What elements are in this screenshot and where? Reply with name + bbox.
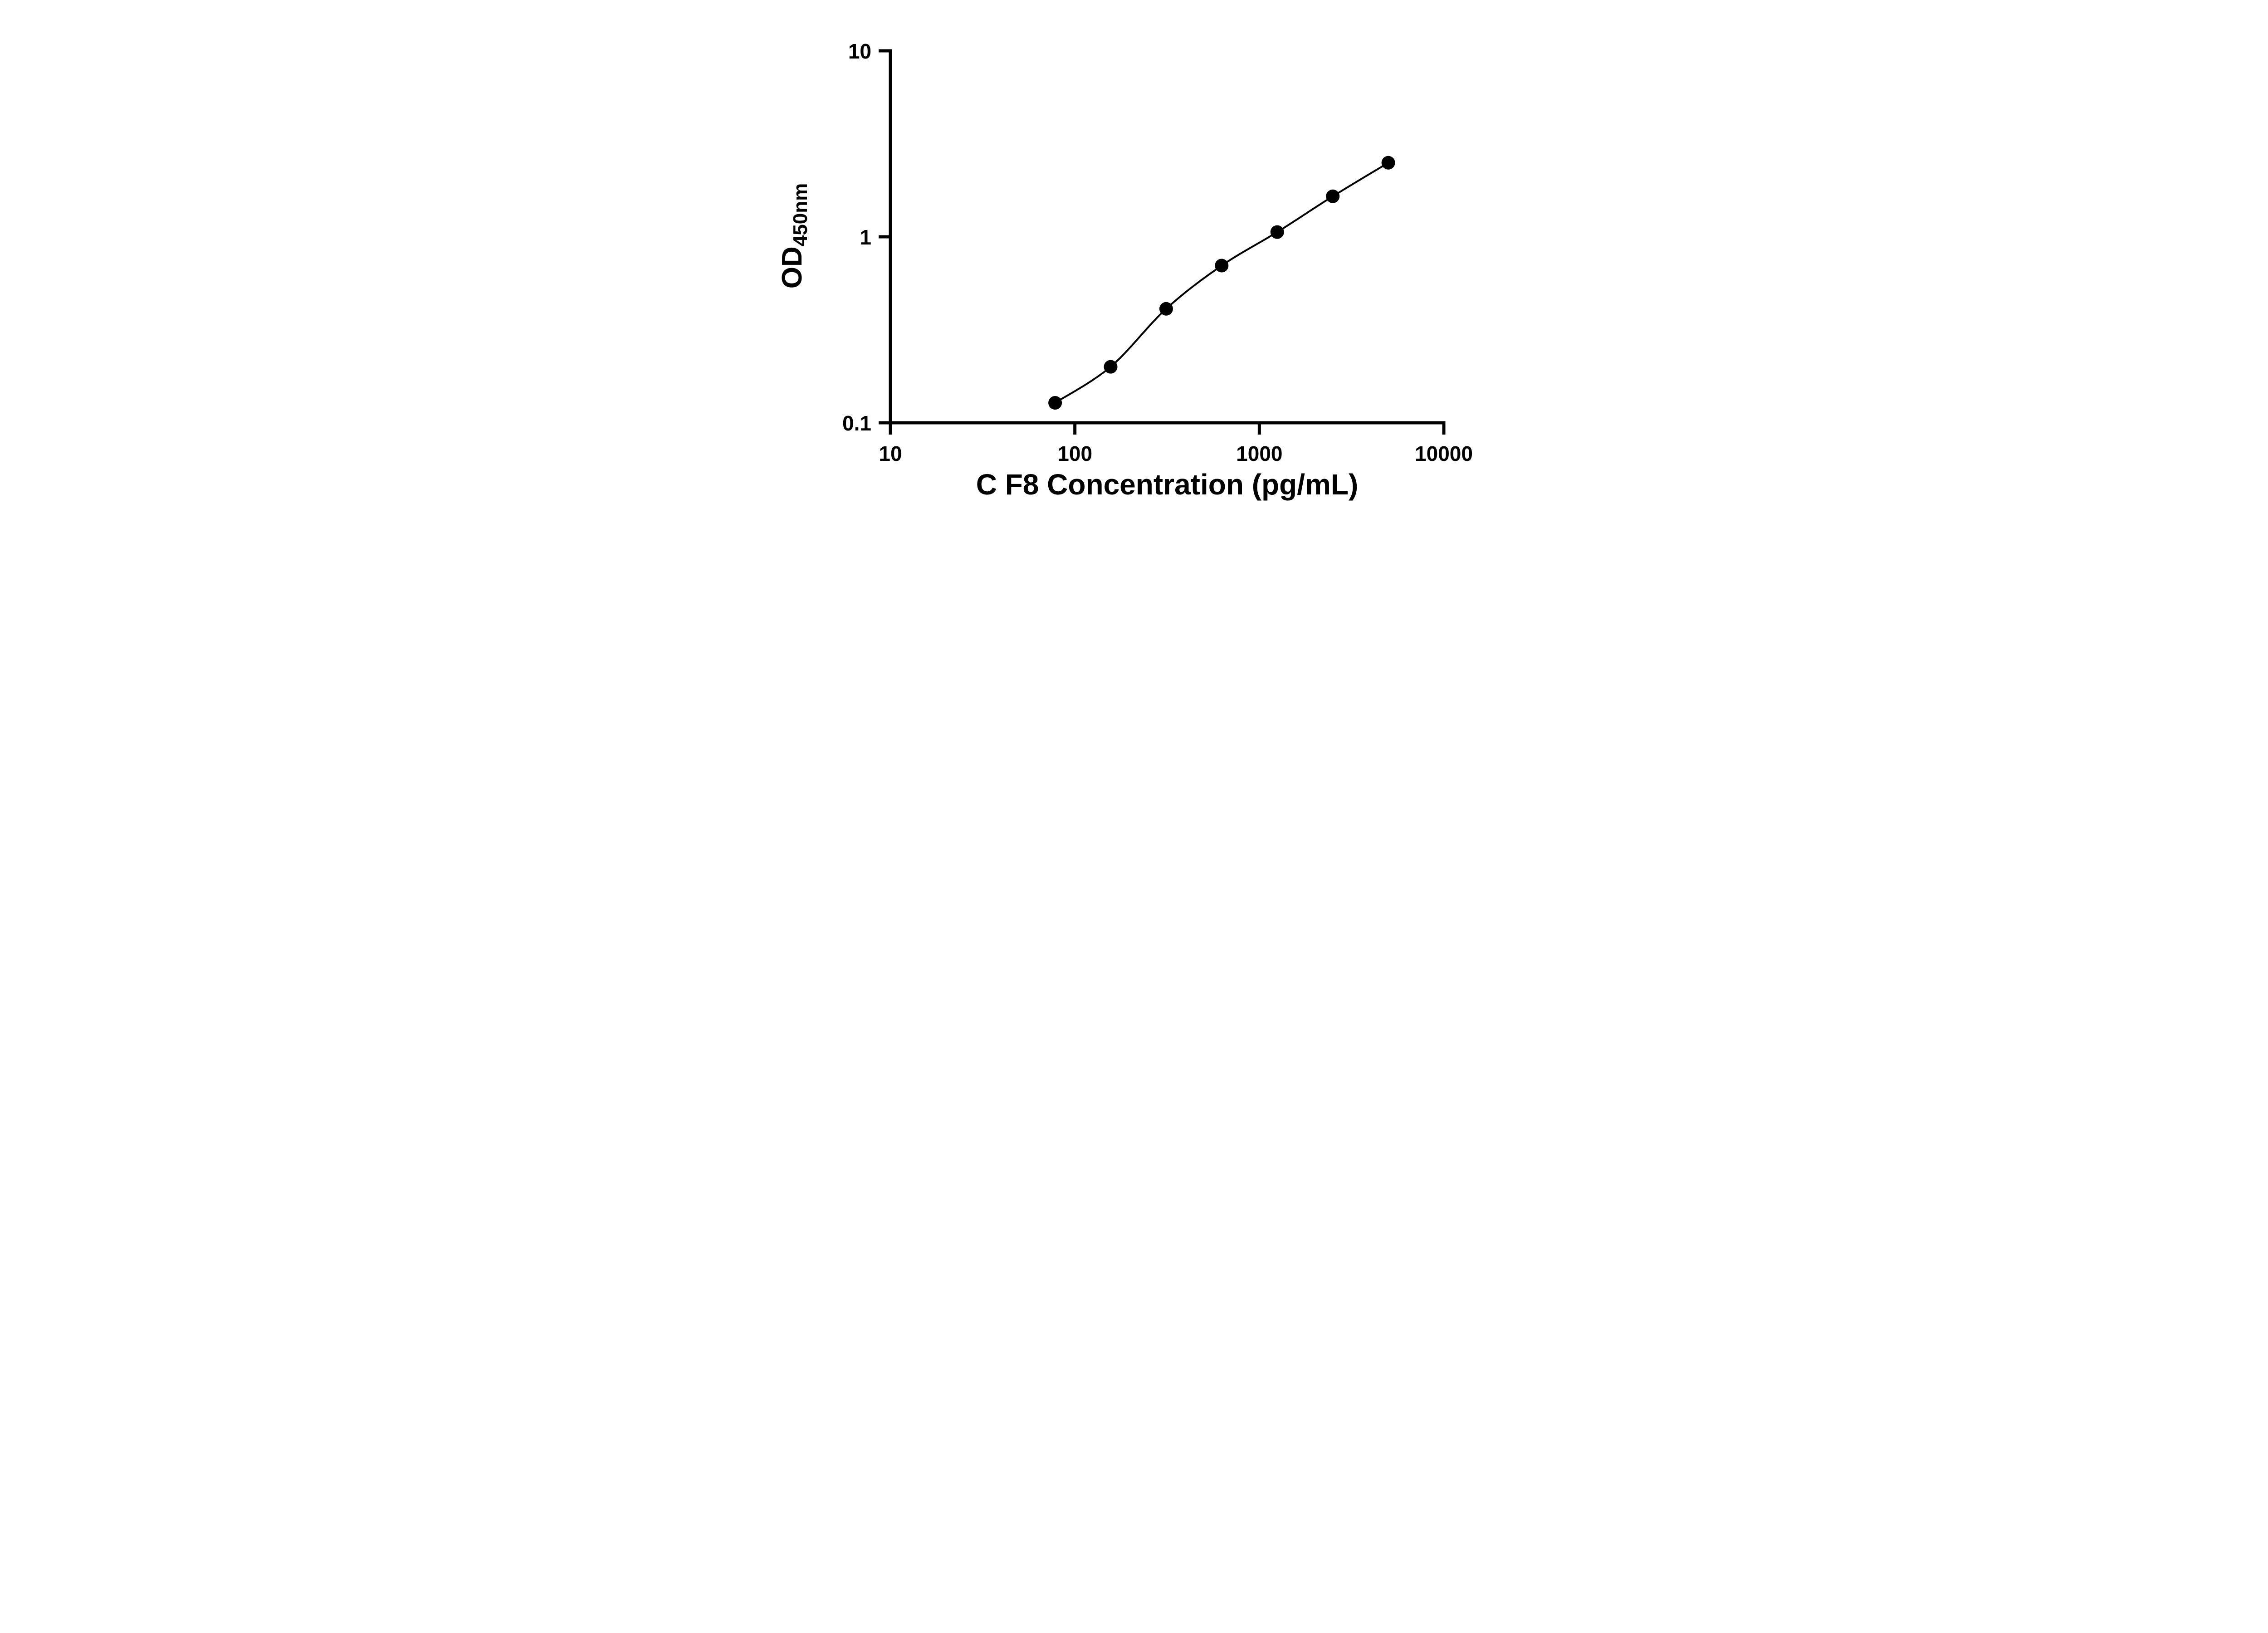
data-point [1048,396,1062,410]
y-tick-label: 1 [860,225,871,249]
x-tick-label: 1000 [1236,442,1282,465]
x-axis-label: C F8 Concentration (pg/mL) [976,468,1359,501]
x-tick-label: 10000 [1415,442,1473,465]
data-point [1326,189,1340,203]
elisa-standard-curve-figure: OD450nm C F8 Concentration (pg/mL) 10 100… [753,0,1515,544]
data-point [1159,302,1173,316]
y-tick-label: 0.1 [842,411,871,435]
chart-canvas: OD450nm C F8 Concentration (pg/mL) 10 100… [777,39,1473,501]
plot-layer: 10 100 1000 10000 0.1 1 10 [842,39,1473,465]
y-axis-label: OD450nm [777,183,811,288]
y-axis-label-main: OD [777,246,808,288]
x-tick-label: 10 [879,442,902,465]
data-point [1270,225,1284,239]
x-tick-label: 100 [1057,442,1092,465]
y-axis-label-sub: 450nm [789,183,811,246]
data-point [1104,360,1118,374]
data-point [1215,259,1229,273]
data-point [1381,156,1395,170]
y-tick-label: 10 [848,39,871,63]
axis-spines [889,49,1446,425]
